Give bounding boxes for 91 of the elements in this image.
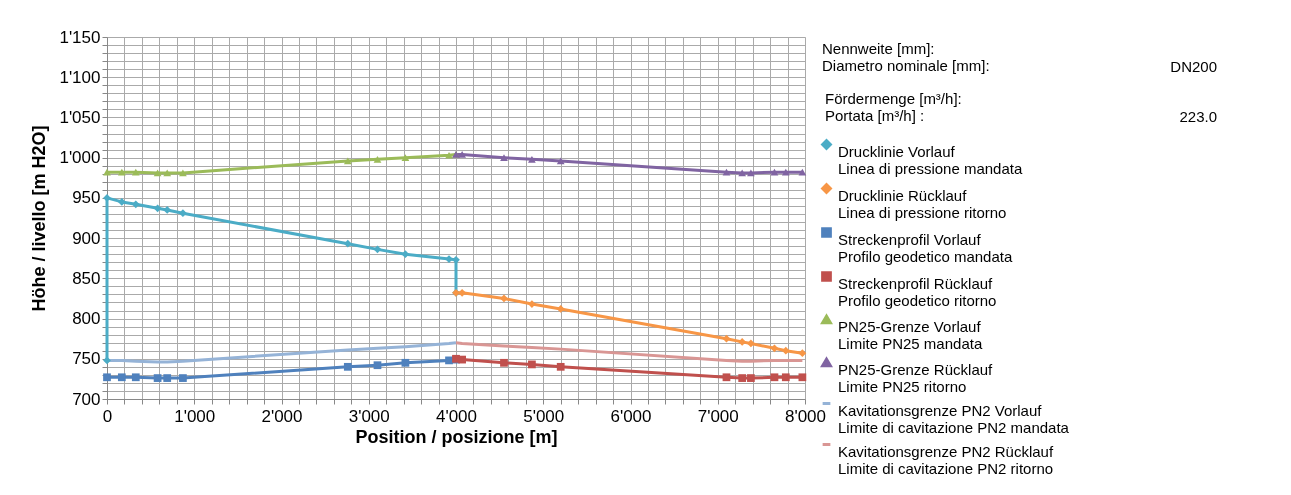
y-tick-label: 950 xyxy=(72,188,101,208)
point xyxy=(401,250,410,259)
point xyxy=(500,154,508,162)
point xyxy=(458,355,466,364)
point xyxy=(781,373,790,382)
point xyxy=(373,361,382,370)
y-tick-label: 800 xyxy=(72,309,101,329)
x-tick-label: 7'000 xyxy=(697,406,739,426)
point xyxy=(179,169,187,177)
y-tick-label: 700 xyxy=(72,389,101,409)
legend-label: PN25-Grenze Rücklauf Limite PN25 ritorno xyxy=(838,360,994,395)
point xyxy=(131,168,140,176)
point xyxy=(117,198,126,206)
point xyxy=(445,151,453,159)
legend-label: Drucklinie Rücklauf Linea di pressione ritorno xyxy=(838,186,1007,221)
point xyxy=(528,155,536,163)
point xyxy=(452,255,460,264)
x-tick-label: 4'000 xyxy=(435,406,478,426)
point xyxy=(770,168,779,176)
point xyxy=(163,206,172,214)
x-tick-label: 0 xyxy=(102,406,113,426)
legend-label: Streckenprofil Rücklauf Profilo geodetico ritorno xyxy=(838,274,997,309)
x-tick-label: 8'000 xyxy=(784,406,827,426)
point xyxy=(747,339,755,348)
y-tick-label: 1'100 xyxy=(59,67,101,87)
point xyxy=(103,194,111,202)
line-series xyxy=(454,341,804,363)
point xyxy=(528,300,536,308)
x-tick-label: 6'000 xyxy=(610,406,652,426)
point xyxy=(500,358,508,367)
text: DN200 xyxy=(1170,58,1217,75)
point xyxy=(500,294,508,303)
point xyxy=(179,209,187,218)
point xyxy=(103,168,111,176)
point xyxy=(163,374,172,382)
y-tick-label: 1'050 xyxy=(59,107,101,127)
point xyxy=(747,169,755,177)
y-tick-label: 750 xyxy=(72,349,101,369)
point xyxy=(722,334,731,343)
point xyxy=(770,344,779,353)
point xyxy=(458,288,466,297)
point xyxy=(401,358,410,367)
y-tick-label: 850 xyxy=(72,268,101,288)
x-tick-label: 5'000 xyxy=(523,406,565,426)
x-tick-label: 3'000 xyxy=(348,406,390,426)
text: 223.0 xyxy=(1179,108,1217,125)
point xyxy=(117,168,126,176)
point xyxy=(343,157,352,165)
point xyxy=(343,362,352,371)
point xyxy=(401,154,410,162)
point xyxy=(738,374,747,382)
legend-label: Streckenprofil Vorlauf Profilo geodetico mandata xyxy=(838,230,1013,265)
point xyxy=(798,168,807,176)
point xyxy=(131,200,140,209)
point xyxy=(722,373,731,382)
point xyxy=(556,157,565,165)
point xyxy=(103,373,111,382)
point xyxy=(458,151,466,158)
legend-label: PN25-Grenze Vorlauf Limite PN25 mandata xyxy=(838,317,983,352)
legend-label: Drucklinie Vorlauf Linea di pressione mandata xyxy=(838,142,1023,177)
y-tick-label: 1'150 xyxy=(59,27,101,47)
point xyxy=(373,245,382,254)
legend-label: Kavitationsgrenze PN2 Vorlauf Limite di cavitazione PN2 mandata xyxy=(838,401,1070,436)
point xyxy=(153,169,162,177)
point xyxy=(798,349,807,358)
point xyxy=(738,169,747,177)
y-axis-title: Höhe / livello [m H2O] xyxy=(29,125,50,312)
text: Fördermenge [m³/h]: Portata [m³/h] : xyxy=(825,90,962,124)
point xyxy=(179,374,187,382)
text: Nennweite [mm]: Diametro nominale [mm]: xyxy=(822,40,990,74)
x-tick-label: 2'000 xyxy=(261,406,303,426)
point xyxy=(528,360,536,369)
x-tick-label: 1'000 xyxy=(174,406,216,426)
point xyxy=(153,374,162,382)
point xyxy=(781,168,790,176)
point xyxy=(798,373,807,382)
point xyxy=(131,373,140,382)
point xyxy=(103,356,111,365)
point xyxy=(153,204,162,213)
point xyxy=(343,239,352,248)
point xyxy=(747,374,755,382)
legend-label: Kavitationsgrenze PN2 Rücklauf Limite di cavitazione PN2 ritorno xyxy=(838,442,1054,477)
y-tick-label: 900 xyxy=(72,228,101,248)
point xyxy=(117,373,126,382)
point xyxy=(722,168,731,176)
point xyxy=(781,346,790,355)
point xyxy=(770,373,779,382)
y-tick-label: 1'000 xyxy=(59,148,101,168)
x-axis-title: Position / posizione [m] xyxy=(355,426,558,447)
point xyxy=(373,155,382,163)
point xyxy=(556,362,565,371)
